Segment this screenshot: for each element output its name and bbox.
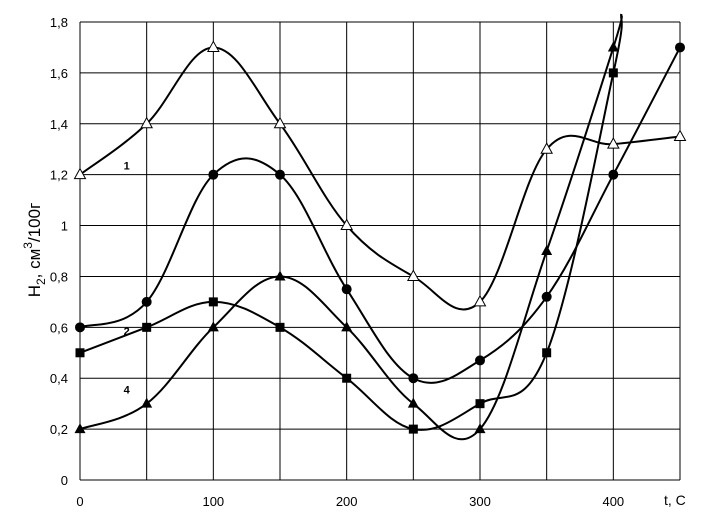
y-tick-label: 1 xyxy=(61,219,68,234)
y-tick-label: 1,2 xyxy=(50,168,68,183)
series-line xyxy=(79,46,681,311)
data-point xyxy=(540,142,554,154)
data-point xyxy=(275,169,285,180)
data-point xyxy=(341,321,353,332)
data-point xyxy=(275,322,285,332)
y-tick-label: 0 xyxy=(61,473,68,488)
x-tick-label: 100 xyxy=(202,494,224,509)
curve-label: 4 xyxy=(124,384,131,396)
data-point xyxy=(141,296,152,307)
series-markers xyxy=(73,40,687,434)
series-curves xyxy=(79,13,681,441)
x-tick-label: 300 xyxy=(469,494,491,509)
y-tick-label: 0,2 xyxy=(50,422,68,437)
y-tick-label: 1,8 xyxy=(50,15,68,30)
grid xyxy=(79,21,681,481)
data-point xyxy=(208,169,219,180)
y-tick-labels: 0 0,2 0,4 0,6 0,8 1 1,2 1,4 1,6 1,8 xyxy=(50,15,68,488)
data-point xyxy=(541,245,553,255)
data-point xyxy=(274,270,286,281)
data-point xyxy=(542,348,552,358)
x-tick-label: 200 xyxy=(336,494,358,509)
data-point xyxy=(475,399,485,409)
y-tick-label: 1,4 xyxy=(50,117,68,132)
data-point xyxy=(675,42,685,53)
data-point xyxy=(407,397,419,408)
series-line xyxy=(79,46,681,384)
y-axis-title-unit-post: /100г xyxy=(25,203,44,242)
data-point xyxy=(75,348,85,358)
x-tick-labels: 0 100 200 300 400 xyxy=(76,494,624,509)
y-axis-title-sub: 2 xyxy=(34,278,48,285)
data-point xyxy=(406,269,420,281)
data-point xyxy=(206,40,220,52)
y-axis-title-sup: 3 xyxy=(21,242,35,249)
x-axis-title: t, C xyxy=(664,492,686,508)
y-axis-title: H2, см3/100г xyxy=(21,203,48,298)
curve-labels: 1 2 4 xyxy=(124,161,131,397)
data-point xyxy=(606,137,620,149)
data-point xyxy=(408,373,419,384)
data-point xyxy=(73,167,87,180)
y-tick-label: 0,6 xyxy=(50,320,68,335)
y-tick-label: 1,6 xyxy=(50,66,68,81)
data-point xyxy=(140,116,154,129)
data-point xyxy=(608,169,619,180)
data-point xyxy=(341,284,352,295)
y-axis-title-unit: , см xyxy=(25,249,44,279)
data-point xyxy=(673,129,687,141)
data-point xyxy=(74,423,86,434)
data-point xyxy=(75,322,85,333)
data-point xyxy=(607,41,619,52)
data-point xyxy=(208,297,218,307)
data-point xyxy=(608,68,618,78)
data-point xyxy=(473,294,487,307)
data-point xyxy=(142,322,152,332)
data-point xyxy=(474,423,486,434)
data-point xyxy=(340,218,354,231)
data-point xyxy=(273,116,287,129)
data-point xyxy=(342,373,352,383)
data-point xyxy=(541,291,552,302)
series-line xyxy=(79,13,623,431)
curve-label: 1 xyxy=(124,161,130,173)
data-point xyxy=(207,321,219,332)
curve-label: 2 xyxy=(124,326,130,338)
data-point xyxy=(408,424,418,434)
y-tick-label: 0,8 xyxy=(50,269,68,284)
data-point xyxy=(141,397,153,408)
x-tick-label: 0 xyxy=(76,494,83,509)
y-tick-label: 0,4 xyxy=(50,371,68,386)
series-line xyxy=(79,13,623,441)
y-axis-title-main: H xyxy=(25,285,44,297)
x-tick-label: 400 xyxy=(602,494,624,509)
data-point xyxy=(475,355,485,366)
